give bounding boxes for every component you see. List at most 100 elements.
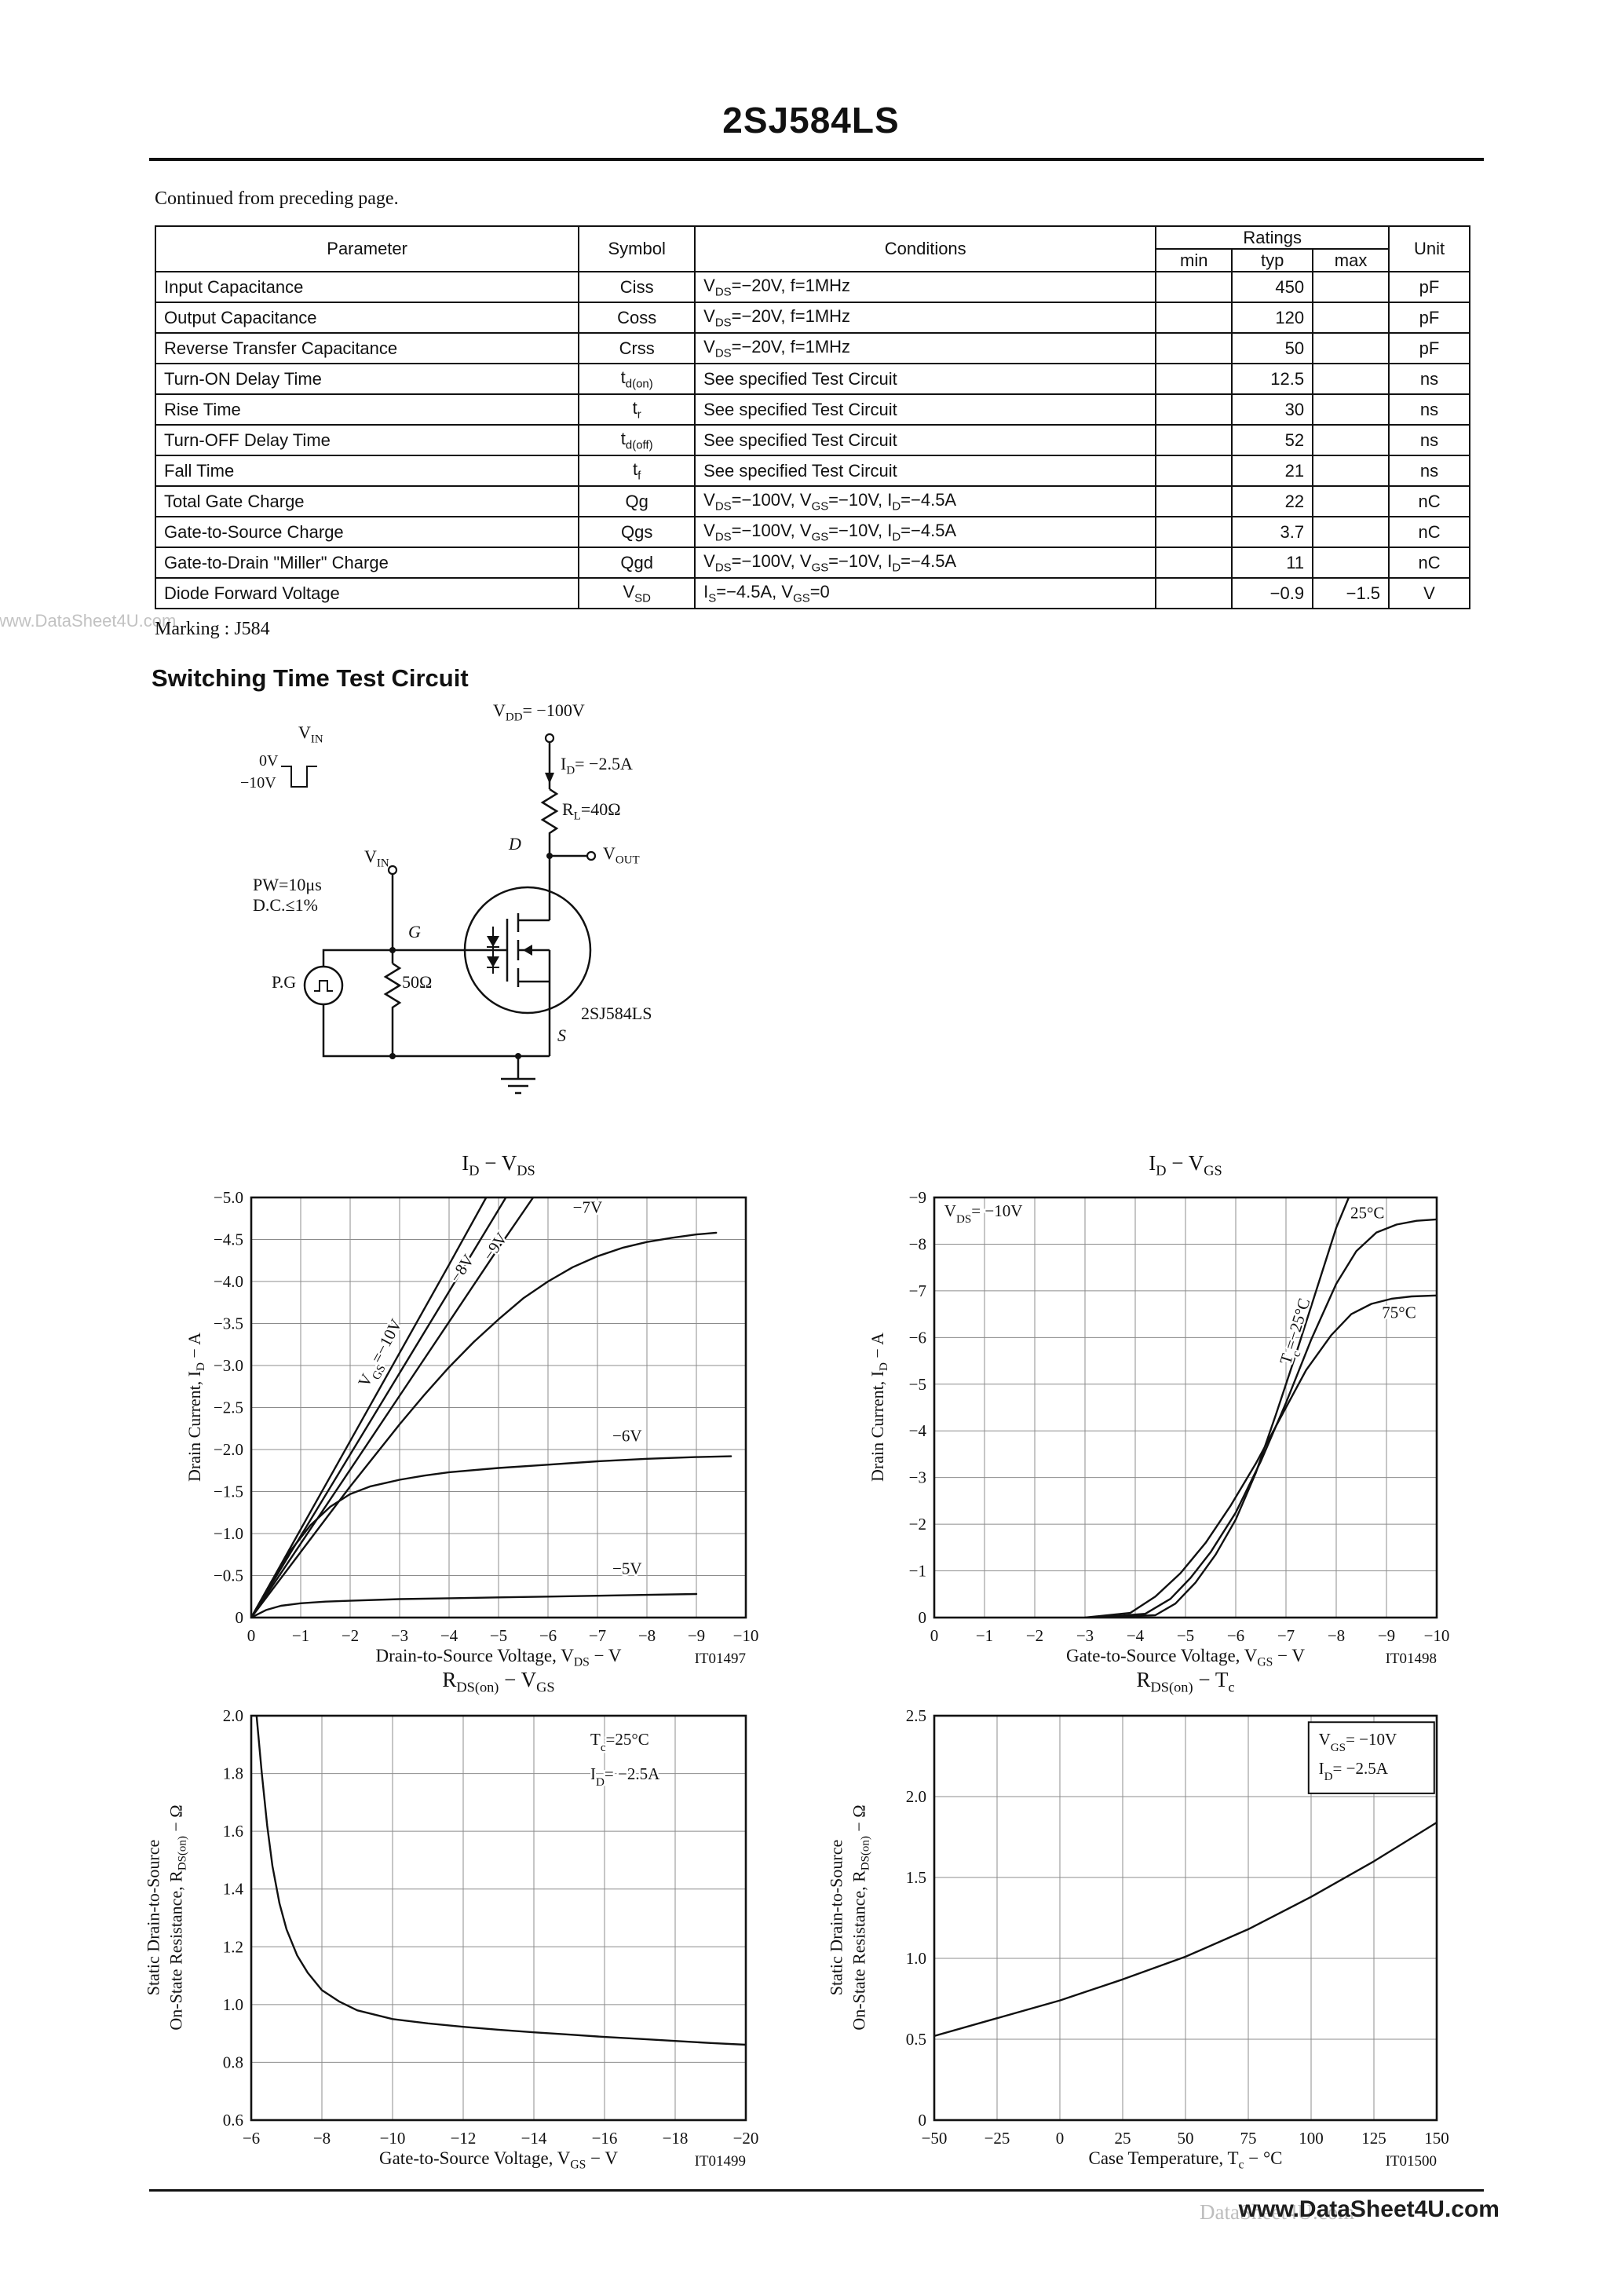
x-tick-label: −6 (243, 2129, 260, 2148)
label-vin-wave: VIN (298, 722, 323, 746)
plot-border (933, 1196, 1438, 1619)
table-cell-parameter: Output Capacitance (154, 302, 580, 334)
table-row: Turn-OFF Delay Time td(off) See specified … (154, 424, 1470, 456)
plot-border (250, 1714, 747, 2122)
label-gate: G (408, 922, 421, 941)
label-duty-cycle: D.C.≤1% (253, 895, 318, 915)
table-cell-max (1312, 547, 1390, 579)
table-cell-typ: 11 (1231, 547, 1314, 579)
table-cell-conditions: See specified Test Circuit (694, 393, 1157, 426)
table-cell-max (1312, 516, 1390, 548)
y-axis-title-line: Drain Current, ID − A (184, 1332, 208, 1483)
y-tick-label: −3.5 (214, 1314, 243, 1333)
table-cell-unit: V (1388, 577, 1470, 609)
x-tick-label: 75 (1240, 2129, 1257, 2148)
table-cell-conditions: See specified Test Circuit (694, 424, 1157, 456)
table-cell-typ: 22 (1231, 485, 1314, 517)
table-row: Total Gate Charge Qg VDS=−100V, VGS=−10V, … (154, 485, 1470, 517)
table-cell-typ: 450 (1231, 271, 1314, 303)
series-VGS=-8V (251, 1197, 535, 1618)
x-tick-label: −6 (1227, 1626, 1244, 1645)
gate-network (383, 865, 402, 1059)
table-cell-max (1312, 424, 1390, 456)
y-tick-label: −4.5 (214, 1230, 243, 1249)
table-cell-symbol: VSD (578, 577, 696, 609)
table-cell-conditions: VDS=−20V, f=1MHz (694, 302, 1157, 334)
curve-label: −8V (446, 1251, 478, 1286)
table-cell-max (1312, 363, 1390, 395)
table-cell-min (1155, 271, 1233, 303)
marking-note: Marking : J584 (155, 619, 270, 639)
table-cell-conditions: VDS=−100V, VGS=−10V, ID=−4.5A (694, 516, 1157, 548)
table-cell-conditions: VDS=−20V, f=1MHz (694, 332, 1157, 364)
table-cell-min (1155, 547, 1233, 579)
label-pulse-width: PW=10μs (253, 875, 322, 894)
pulse-glyph (314, 980, 333, 992)
x-tick-label: −7 (1277, 1626, 1295, 1645)
y-tick-label: −2.5 (214, 1398, 243, 1417)
y-tick-label: 1.4 (223, 1880, 244, 1899)
table-cell-symbol: tr (578, 393, 696, 426)
table-cell-conditions: See specified Test Circuit (694, 455, 1157, 487)
footer-rule (149, 2189, 1484, 2192)
y-tick-label: 0 (236, 1608, 244, 1627)
series-Tc=75°C (1083, 1294, 1437, 1618)
table-cell-symbol: Ciss (578, 271, 696, 303)
table-cell-unit: ns (1388, 363, 1470, 395)
y-tick-label: −1.5 (214, 1483, 243, 1501)
curve-label: −7V (573, 1197, 603, 1216)
chart-rdson-tc-title: RDS(on) − Tc (1136, 1668, 1235, 1695)
table-cell-conditions: VDS=−20V, f=1MHz (694, 271, 1157, 303)
curve-label: ID= −2.5A (1319, 1759, 1389, 1783)
x-tick-label: −50 (922, 2129, 948, 2148)
table-cell-min (1155, 363, 1233, 395)
table-row: Reverse Transfer Capacitance Crss VDS=−20V… (154, 332, 1470, 364)
y-tick-label: −3 (909, 1468, 926, 1487)
chart-id-vds-title: ID − VDS (462, 1151, 535, 1179)
chart-id-vgs-fig-number: IT01498 (1385, 1651, 1437, 1667)
curve-label: VGS= −10V (1319, 1730, 1397, 1754)
y-tick-label: 2.0 (906, 1787, 926, 1806)
label-source: S (557, 1026, 566, 1045)
table-cell-parameter: Gate-to-Drain "Miller" Charge (154, 547, 580, 579)
gate-resistor (383, 962, 402, 1056)
table-cell-unit: ns (1388, 424, 1470, 456)
table-cell-conditions: IS=−4.5A, VGS=0 (694, 577, 1157, 609)
title-rule (149, 158, 1484, 161)
x-tick-label: −4 (1127, 1626, 1145, 1645)
ratings-table-head: Parameter Symbol Conditions Ratings Unit… (154, 225, 1470, 272)
curve-label: VGS=−10V (354, 1316, 411, 1393)
series-RDS(on) (934, 1821, 1437, 2038)
table-cell-symbol: Qgd (578, 547, 696, 579)
series-VGS=-7V (251, 1231, 718, 1618)
x-tick-label: −8 (638, 1626, 656, 1645)
table-cell-parameter: Gate-to-Source Charge (154, 516, 580, 548)
table-cell-min (1155, 577, 1233, 609)
table-cell-symbol: Crss (578, 332, 696, 364)
current-arrow (545, 773, 554, 784)
chart-rdson-tc-x-axis-title: Case Temperature, Tc − °C (1088, 2148, 1283, 2172)
series-Tc=-25°C (1099, 1197, 1350, 1618)
table-cell-symbol: td(on) (578, 363, 696, 395)
x-tick-label: −2 (342, 1626, 359, 1645)
col-header-ratings: Ratings (1155, 225, 1390, 250)
label-gate-resistor: 50Ω (402, 972, 433, 992)
col-header-min: min (1155, 248, 1233, 272)
table-cell-parameter: Diode Forward Voltage (154, 577, 580, 609)
chart-rdson-tc-fig-number: IT01500 (1385, 2153, 1437, 2170)
x-tick-label: 50 (1178, 2129, 1194, 2148)
y-tick-label: −6 (909, 1328, 926, 1347)
table-cell-parameter: Reverse Transfer Capacitance (154, 332, 580, 364)
chart-id-vgs-svg: 0 −1 −2 −3 −4 −5 −6 −7 −8 −9 −10 0 −1 −2 −3 −4 −5 −6 −7 −8 −… (909, 1188, 1450, 1645)
y-tick-label: 1.2 (223, 1937, 243, 1956)
input-waveform-glyph (281, 766, 317, 788)
table-cell-symbol: td(off) (578, 424, 696, 456)
y-axis-title-line: On-State Resistance, RDS(on) − Ω (166, 1804, 189, 2031)
y-tick-label: 0 (919, 1608, 927, 1627)
table-cell-typ: 30 (1231, 393, 1314, 426)
table-cell-unit: nC (1388, 547, 1470, 579)
y-tick-label: 2.0 (223, 1706, 243, 1725)
y-tick-label: −2.0 (214, 1440, 243, 1459)
series-VGS=-6V (251, 1455, 732, 1618)
table-cell-typ: 21 (1231, 455, 1314, 487)
